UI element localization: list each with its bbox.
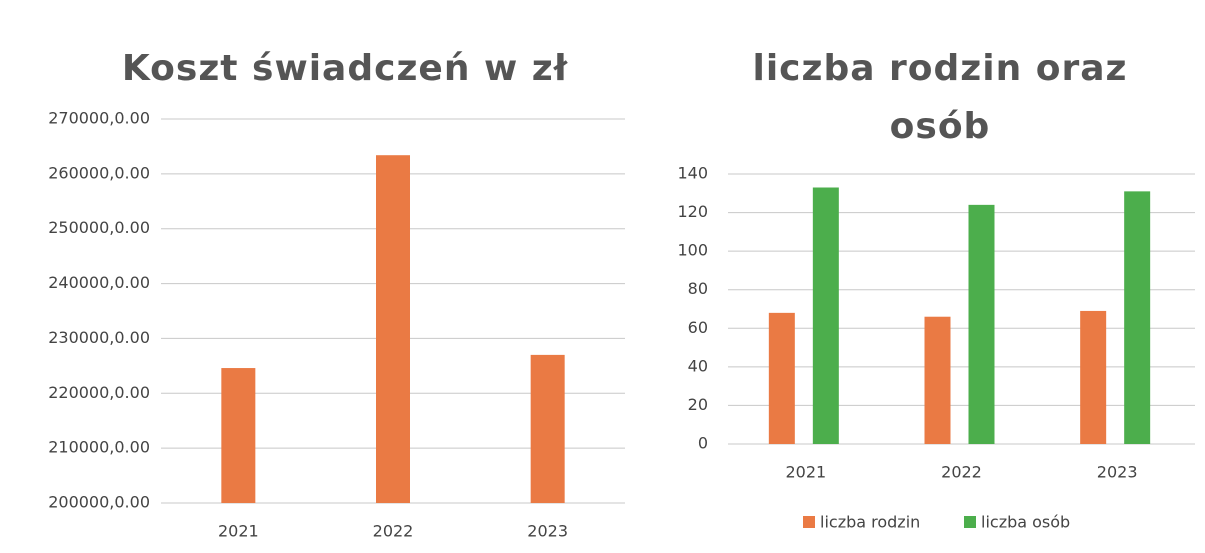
y-tick-label: 250000,0.00 [48, 218, 150, 237]
bar [530, 354, 565, 503]
y-tick-label: 80 [688, 279, 708, 298]
x-tick-label: 2023 [527, 522, 568, 541]
y-tick-label: 210000,0.00 [48, 438, 150, 457]
legend-swatch [964, 516, 976, 528]
chart-title: Koszt świadczeń w zł [121, 48, 569, 89]
x-tick-label: 2021 [785, 463, 826, 482]
y-tick-label: 220000,0.00 [48, 383, 150, 402]
chart-title: liczba rodzin oraz osób [752, 48, 1128, 147]
y-tick-label: 120 [677, 202, 708, 221]
legend-swatch [803, 516, 815, 528]
y-tick-label: 240000,0.00 [48, 273, 150, 292]
bar [768, 312, 795, 444]
y-tick-label: 0 [698, 434, 708, 453]
bar [968, 204, 995, 444]
y-tick-label: 20 [688, 395, 708, 414]
x-tick-label: 2021 [218, 522, 259, 541]
bar [376, 155, 410, 503]
y-tick-label: 140 [677, 164, 708, 183]
x-tick-label: 2023 [1097, 463, 1138, 482]
y-tick-label: 230000,0.00 [48, 328, 150, 347]
legend-label: liczba rodzin [820, 513, 920, 532]
y-tick-label: 60 [688, 318, 708, 337]
legend-label: liczba osób [981, 513, 1070, 532]
x-tick-label: 2022 [373, 522, 414, 541]
y-tick-label: 40 [688, 356, 708, 375]
y-tick-label: 270000,0.00 [48, 109, 150, 128]
bar [812, 187, 839, 444]
bar [1124, 191, 1151, 444]
bar [221, 368, 256, 503]
bar [1080, 310, 1107, 444]
y-tick-label: 100 [677, 241, 708, 260]
bar [924, 316, 951, 444]
y-tick-label: 200000,0.00 [48, 493, 150, 512]
y-tick-label: 260000,0.00 [48, 163, 150, 182]
x-tick-label: 2022 [941, 463, 982, 482]
